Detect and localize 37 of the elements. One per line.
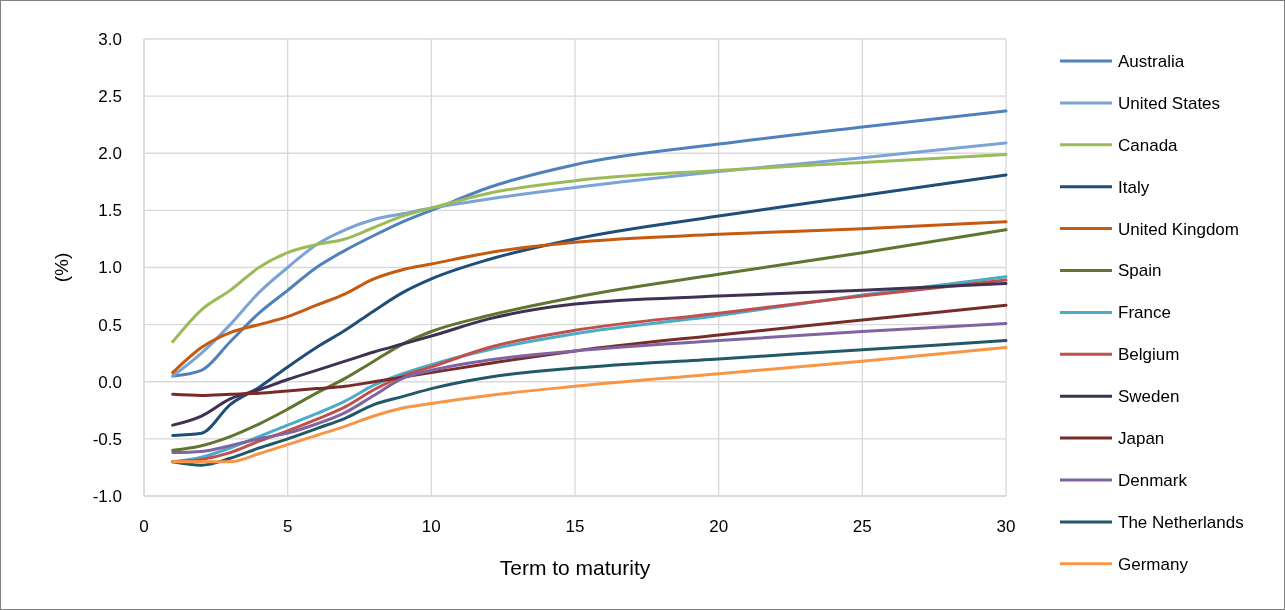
- line-series: [171, 228, 1008, 452]
- legend-label: Spain: [1118, 261, 1162, 281]
- x-tick-label: 30: [996, 517, 1016, 536]
- legend-label: United Kingdom: [1118, 219, 1239, 239]
- x-tick-label: 25: [852, 517, 872, 536]
- legend-label: Germany: [1118, 554, 1189, 574]
- line-series: [171, 220, 1008, 375]
- line-series: [171, 321, 1008, 455]
- x-tick-label: 10: [421, 517, 441, 536]
- legend-label: Canada: [1118, 135, 1179, 155]
- y-axis-title: (%): [51, 252, 72, 283]
- y-tick-label: 2.5: [98, 87, 122, 107]
- legend-label: Australia: [1118, 51, 1185, 71]
- y-tick-label: 0.0: [98, 372, 122, 392]
- x-tick-label: 5: [282, 517, 293, 536]
- legend-label: Belgium: [1118, 345, 1180, 365]
- y-tick-label: -0.5: [92, 429, 122, 449]
- y-tick-label: 0.5: [98, 315, 122, 335]
- x-tick-label: 20: [709, 517, 729, 536]
- line-series: [171, 173, 1008, 437]
- y-tick-label: -1.0: [92, 486, 122, 506]
- line-series: [171, 152, 1008, 344]
- legend-label: France: [1118, 303, 1171, 323]
- y-tick-label: 1.0: [98, 258, 122, 278]
- x-tick-label: 15: [565, 517, 585, 536]
- y-tick-label: 3.0: [98, 29, 122, 49]
- legend-label: Japan: [1118, 429, 1165, 449]
- legend-label: Denmark: [1118, 470, 1188, 490]
- legend-label: Italy: [1118, 177, 1150, 197]
- y-tick-label: 2.0: [98, 144, 122, 164]
- line-series: [171, 282, 1008, 427]
- x-axis-title: Term to maturity: [499, 556, 651, 579]
- y-tick-label: 1.5: [98, 201, 122, 221]
- x-tick-label: 0: [139, 517, 149, 536]
- legend-label: The Netherlands: [1118, 512, 1244, 532]
- legend-label: Sweden: [1118, 387, 1180, 407]
- legend-label: United States: [1118, 93, 1221, 113]
